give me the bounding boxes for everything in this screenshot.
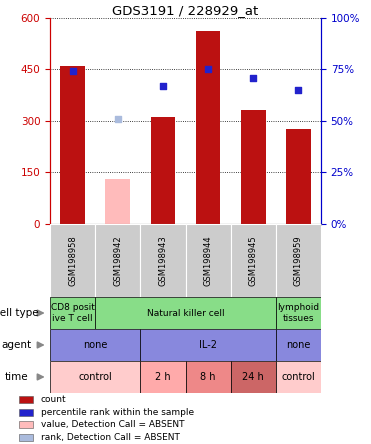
- Bar: [196, 32, 220, 224]
- Text: control: control: [78, 372, 112, 382]
- Text: IL-2: IL-2: [199, 340, 217, 350]
- Text: none: none: [286, 340, 311, 350]
- Bar: [186, 224, 231, 297]
- Bar: [186, 361, 231, 393]
- Point: [70, 68, 76, 75]
- Text: control: control: [282, 372, 315, 382]
- Bar: [231, 224, 276, 297]
- Bar: [50, 224, 95, 297]
- Bar: [276, 361, 321, 393]
- Point: [115, 115, 121, 122]
- Title: GDS3191 / 228929_at: GDS3191 / 228929_at: [112, 4, 259, 16]
- Point: [160, 82, 166, 89]
- Bar: [140, 329, 276, 361]
- Text: 2 h: 2 h: [155, 372, 171, 382]
- Text: count: count: [41, 395, 66, 404]
- Text: lymphoid
tissues: lymphoid tissues: [277, 303, 319, 323]
- Text: 8 h: 8 h: [200, 372, 216, 382]
- Point: [295, 86, 301, 93]
- Bar: [50, 297, 95, 329]
- Bar: [140, 361, 186, 393]
- Text: CD8 posit
ive T cell: CD8 posit ive T cell: [51, 303, 95, 323]
- Bar: [50, 329, 140, 361]
- Text: Natural killer cell: Natural killer cell: [147, 309, 224, 317]
- Text: 24 h: 24 h: [242, 372, 264, 382]
- Text: rank, Detection Call = ABSENT: rank, Detection Call = ABSENT: [41, 433, 180, 442]
- Bar: [95, 297, 276, 329]
- Bar: [50, 361, 140, 393]
- Text: GSM198944: GSM198944: [204, 235, 213, 286]
- Text: GSM198942: GSM198942: [113, 235, 122, 286]
- Bar: [276, 329, 321, 361]
- Bar: [19, 396, 33, 403]
- Bar: [60, 66, 85, 224]
- Text: GSM198958: GSM198958: [68, 235, 77, 286]
- Bar: [151, 117, 175, 224]
- Bar: [105, 179, 130, 224]
- Text: value, Detection Call = ABSENT: value, Detection Call = ABSENT: [41, 420, 184, 429]
- Text: GSM198943: GSM198943: [158, 235, 167, 286]
- Text: time: time: [5, 372, 28, 382]
- Point: [205, 66, 211, 73]
- Bar: [276, 224, 321, 297]
- Bar: [286, 129, 311, 224]
- Point: [250, 74, 256, 81]
- Text: GSM198959: GSM198959: [294, 235, 303, 286]
- Text: GSM198945: GSM198945: [249, 235, 258, 286]
- Bar: [241, 111, 266, 224]
- Text: agent: agent: [1, 340, 32, 350]
- Bar: [140, 224, 186, 297]
- Text: cell type: cell type: [0, 308, 39, 318]
- Bar: [19, 434, 33, 441]
- Bar: [276, 297, 321, 329]
- Bar: [95, 224, 140, 297]
- Text: percentile rank within the sample: percentile rank within the sample: [41, 408, 194, 416]
- Text: none: none: [83, 340, 108, 350]
- Bar: [19, 421, 33, 428]
- Bar: [231, 361, 276, 393]
- Bar: [19, 408, 33, 416]
